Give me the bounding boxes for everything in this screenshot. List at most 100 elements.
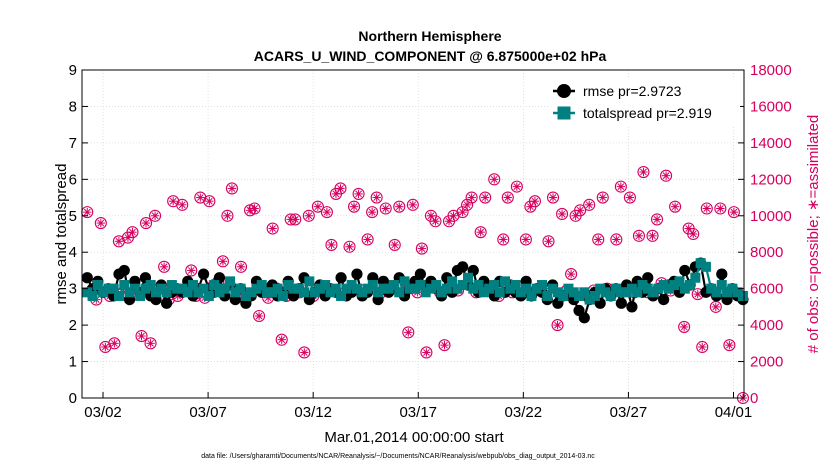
legend-totalspread-marker: [557, 106, 571, 120]
totalspread-point: [700, 261, 711, 272]
y-right-tick-label: 8000: [750, 244, 783, 261]
totalspread-point: [732, 287, 743, 298]
totalspread-point: [156, 283, 167, 294]
x-tick-label: 04/01: [715, 404, 753, 421]
totalspread-point: [489, 280, 500, 291]
assimilated-obs-point: [679, 322, 689, 332]
totalspread-point: [537, 280, 548, 291]
possible-obs-point: [388, 238, 401, 251]
totalspread-point: [336, 290, 347, 301]
totalspread-point: [658, 280, 669, 291]
totalspread-point: [706, 283, 717, 294]
assimilated-obs-point: [300, 348, 309, 357]
assimilated-obs-point: [711, 302, 721, 312]
possible-obs-point: [298, 346, 311, 359]
totalspread-point: [447, 276, 458, 287]
totalspread-point: [161, 287, 172, 298]
assimilated-obs-point: [178, 200, 187, 210]
totalspread-point: [462, 272, 473, 283]
totalspread-point: [425, 283, 436, 294]
assimilated-obs-point: [363, 235, 372, 244]
totalspread-point: [563, 283, 574, 294]
totalspread-point: [404, 283, 415, 294]
rmse-point: [615, 297, 627, 309]
assimilated-obs-point: [557, 209, 567, 219]
totalspread-point: [272, 283, 283, 294]
totalspread-point: [378, 283, 389, 294]
assimilated-obs-point: [408, 200, 418, 210]
possible-obs-point: [488, 173, 501, 186]
totalspread-point: [436, 287, 447, 298]
totalspread-point: [373, 287, 384, 298]
assimilated-obs-point: [404, 328, 413, 337]
assimilated-obs-point: [521, 235, 531, 244]
totalspread-point: [616, 287, 627, 298]
totalspread-point: [346, 280, 357, 291]
totalspread-point: [431, 280, 442, 291]
x-axis-label: Mar.01,2014 00:00:00 start: [324, 429, 504, 446]
possible-obs-point: [379, 202, 392, 215]
legend-rmse-label: rmse pr=2.9723: [583, 83, 682, 99]
assimilated-obs-point: [137, 331, 146, 341]
assimilated-obs-point: [417, 244, 427, 253]
assimilated-obs-point: [218, 257, 228, 266]
assimilated-obs-point: [476, 227, 485, 237]
totalspread-point: [203, 290, 214, 301]
possible-obs-point: [370, 191, 383, 204]
y-left-tick-label: 3: [69, 281, 77, 298]
possible-obs-point: [352, 187, 365, 200]
totalspread-point: [515, 287, 526, 298]
totalspread-point: [663, 283, 674, 294]
totalspread-point: [648, 287, 659, 298]
totalspread-point: [92, 280, 103, 291]
totalspread-point: [357, 287, 368, 298]
totalspread-point: [299, 287, 310, 298]
rmse-point: [457, 261, 469, 273]
totalspread-point: [325, 287, 336, 298]
possible-obs-point: [556, 207, 569, 221]
assimilated-obs-point: [367, 207, 377, 217]
assimilated-obs-point: [702, 204, 711, 213]
totalspread-point: [341, 283, 352, 294]
assimilated-obs-point: [449, 211, 458, 220]
assimilated-obs-point: [512, 182, 522, 191]
assimilated-obs-point: [327, 240, 336, 250]
totalspread-point: [367, 280, 378, 291]
possible-obs-point: [343, 240, 356, 253]
assimilated-obs-point: [553, 320, 562, 330]
totalspread-point: [547, 283, 558, 294]
possible-obs-point: [727, 206, 740, 219]
totalspread-point: [188, 280, 199, 291]
possible-obs-point: [126, 226, 139, 239]
assimilated-obs-point: [625, 193, 635, 202]
assimilated-obs-point: [349, 202, 359, 211]
possible-obs-point: [519, 233, 532, 246]
totalspread-point: [626, 283, 637, 294]
totalspread-point: [240, 290, 251, 301]
possible-obs-point: [456, 206, 469, 219]
assimilated-obs-point: [372, 193, 381, 202]
totalspread-point: [388, 280, 399, 291]
assimilated-obs-point: [480, 193, 490, 202]
possible-obs-point: [185, 264, 198, 277]
totalspread-point: [219, 283, 230, 294]
possible-obs-point: [302, 209, 315, 222]
possible-obs-point: [320, 206, 333, 219]
possible-obs-point: [108, 337, 121, 350]
totalspread-point: [737, 290, 748, 301]
totalspread-point: [320, 280, 331, 291]
y-left-tick-label: 1: [69, 354, 77, 371]
assimilated-obs-point: [670, 202, 680, 211]
assimilated-obs-point: [648, 231, 657, 241]
totalspread-point: [716, 280, 727, 291]
y-right-tick-label: 14000: [750, 135, 792, 152]
totalspread-point: [690, 272, 701, 283]
assimilated-obs-point: [594, 235, 603, 244]
rmse-point: [658, 294, 670, 306]
possible-obs-point: [551, 319, 564, 332]
totalspread-point: [510, 280, 521, 291]
possible-obs-point: [623, 191, 636, 204]
possible-obs-point: [678, 320, 691, 333]
totalspread-point: [621, 287, 632, 298]
